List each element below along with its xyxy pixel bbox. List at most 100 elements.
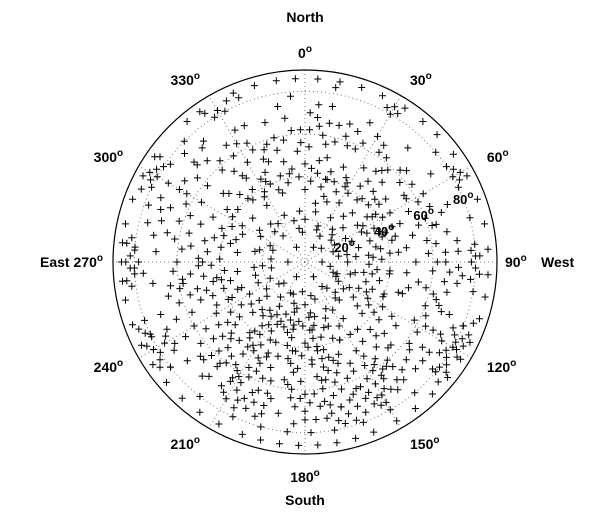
data-point bbox=[396, 179, 404, 186]
data-point bbox=[380, 329, 388, 337]
data-point bbox=[333, 369, 341, 377]
data-point bbox=[391, 232, 399, 240]
data-point bbox=[258, 322, 266, 330]
data-point bbox=[284, 381, 292, 388]
data-point bbox=[429, 290, 437, 298]
data-point bbox=[175, 299, 183, 307]
data-point bbox=[379, 293, 387, 301]
data-point bbox=[453, 353, 461, 361]
data-point bbox=[437, 308, 445, 316]
data-point bbox=[267, 327, 275, 335]
data-point bbox=[334, 277, 342, 285]
data-point bbox=[299, 322, 307, 330]
data-point bbox=[352, 253, 360, 261]
data-point bbox=[173, 258, 181, 266]
data-point bbox=[185, 229, 193, 237]
data-point bbox=[279, 189, 287, 197]
data-point bbox=[331, 378, 339, 386]
data-point bbox=[365, 251, 373, 259]
data-point bbox=[229, 213, 237, 221]
data-point bbox=[304, 343, 312, 351]
data-point bbox=[354, 325, 361, 333]
data-point bbox=[380, 385, 388, 393]
data-point bbox=[289, 368, 297, 376]
axis-labels: 0o 30o 60o 90o 120o 150o 180o 210o 240o 270o 300o 3… bbox=[40, 9, 575, 508]
data-point bbox=[197, 220, 205, 228]
data-point bbox=[221, 107, 229, 115]
direction-west: West bbox=[541, 254, 575, 270]
data-point bbox=[249, 146, 257, 154]
data-point bbox=[297, 139, 305, 147]
data-point bbox=[433, 258, 441, 266]
data-point bbox=[372, 167, 380, 175]
data-point bbox=[263, 353, 271, 361]
data-point bbox=[234, 285, 242, 293]
data-point bbox=[218, 166, 226, 174]
data-point bbox=[163, 378, 170, 386]
data-point bbox=[296, 126, 304, 134]
data-point bbox=[469, 319, 477, 327]
data-point bbox=[157, 194, 165, 202]
data-point bbox=[406, 346, 414, 354]
data-point bbox=[301, 339, 309, 347]
data-point bbox=[327, 214, 335, 222]
data-point bbox=[471, 240, 479, 248]
data-point bbox=[224, 318, 232, 326]
data-point bbox=[415, 221, 423, 229]
data-point bbox=[323, 176, 331, 184]
data-point bbox=[259, 155, 267, 163]
data-point bbox=[314, 222, 322, 230]
data-point bbox=[331, 294, 339, 302]
data-point bbox=[322, 376, 330, 384]
data-point bbox=[358, 309, 366, 317]
data-point bbox=[148, 333, 156, 341]
data-point bbox=[187, 242, 195, 250]
data-point bbox=[198, 144, 206, 152]
data-point bbox=[266, 242, 274, 250]
data-point bbox=[209, 278, 217, 285]
data-point bbox=[238, 172, 246, 180]
data-point bbox=[363, 375, 371, 383]
data-point bbox=[196, 108, 204, 116]
data-point bbox=[427, 170, 435, 178]
data-point bbox=[236, 313, 244, 321]
data-point bbox=[259, 312, 267, 320]
data-point bbox=[306, 309, 314, 317]
data-point bbox=[370, 428, 378, 436]
data-point bbox=[267, 255, 275, 263]
data-point bbox=[281, 114, 289, 122]
data-point bbox=[328, 231, 336, 239]
data-point bbox=[252, 271, 259, 279]
data-point bbox=[235, 336, 243, 344]
data-point bbox=[269, 246, 277, 254]
data-point bbox=[287, 359, 295, 367]
data-point bbox=[156, 363, 164, 371]
data-point bbox=[426, 203, 434, 210]
data-point bbox=[149, 279, 157, 287]
data-point bbox=[293, 273, 300, 281]
data-point bbox=[346, 359, 354, 367]
data-point bbox=[359, 139, 367, 147]
data-point bbox=[349, 293, 357, 301]
data-point bbox=[453, 346, 460, 353]
data-point bbox=[166, 160, 174, 168]
data-point bbox=[301, 407, 309, 415]
data-point bbox=[405, 284, 412, 292]
data-point bbox=[329, 268, 337, 276]
data-point bbox=[203, 248, 211, 256]
data-point bbox=[231, 126, 239, 134]
data-point bbox=[296, 395, 304, 402]
data-point bbox=[355, 244, 363, 252]
data-point bbox=[389, 363, 397, 371]
data-point bbox=[143, 342, 151, 350]
data-point bbox=[220, 388, 228, 396]
data-point bbox=[218, 276, 225, 284]
data-point bbox=[312, 208, 320, 216]
data-point bbox=[153, 173, 161, 181]
data-point bbox=[326, 401, 334, 409]
data-point bbox=[378, 178, 386, 186]
data-point bbox=[179, 280, 187, 287]
data-point bbox=[160, 163, 167, 171]
data-point bbox=[245, 364, 253, 371]
data-point bbox=[428, 390, 436, 398]
